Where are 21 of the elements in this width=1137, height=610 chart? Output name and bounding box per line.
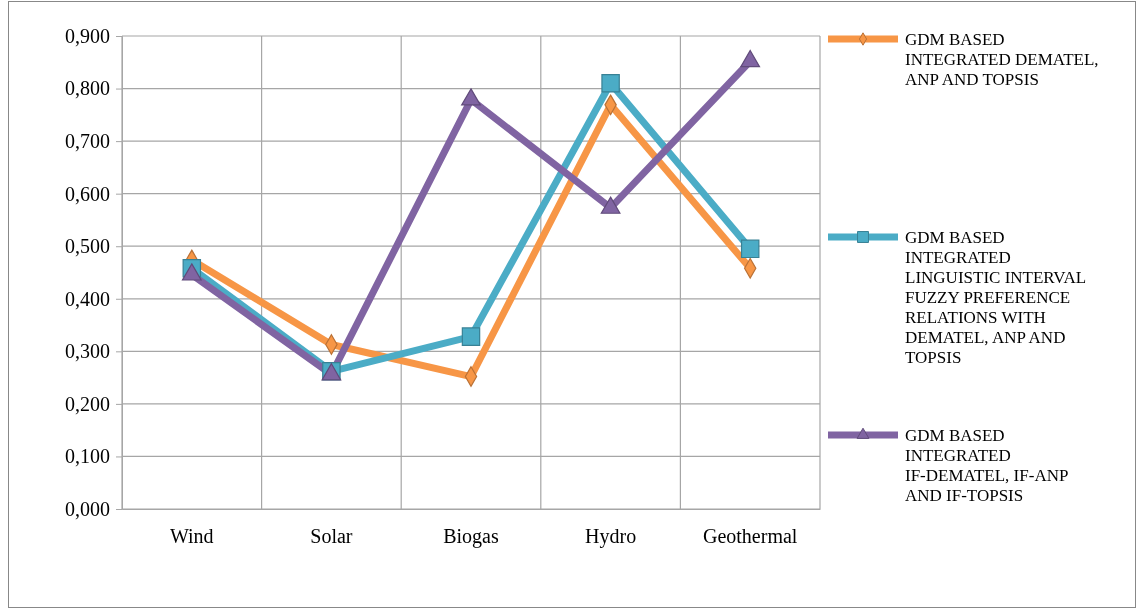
y-tick-label: 0,900 xyxy=(65,24,110,47)
legend-label: GDM BASED INTEGRATED IF-DEMATEL, IF-ANP AND IF-TOPSIS xyxy=(905,426,1069,505)
x-tick-label: Wind xyxy=(169,525,214,548)
y-tick-label: 0,800 xyxy=(65,77,110,100)
point xyxy=(461,327,481,346)
y-tick-label: 0,700 xyxy=(65,130,110,153)
y-tick-label: 0,400 xyxy=(65,287,110,310)
y-tick-label: 0,100 xyxy=(65,445,110,468)
y-tick-label: 0,500 xyxy=(65,235,110,258)
x-tick-label: Biogas xyxy=(443,525,499,549)
point xyxy=(740,239,760,259)
y-tick-label: 0,000 xyxy=(65,497,110,520)
legend-label: GDM BASED INTEGRATED LINGUISTIC INTERVAL FUZZY PREFERENCE RELATIONS WITH DEMATEL, ANP AND TOPSIS xyxy=(905,228,1087,367)
point xyxy=(601,74,620,93)
y-tick-label: 0,200 xyxy=(65,392,110,415)
x-tick-label: Hydro xyxy=(585,525,637,549)
y-tick-label: 0,300 xyxy=(65,340,110,363)
legend-label: GDM BASED INTEGRATED DEMATEL, ANP AND TOPSIS xyxy=(905,30,1099,89)
x-tick-label: Geothermal xyxy=(703,525,798,548)
x-tick-label: Solar xyxy=(310,525,353,548)
y-tick-label: 0,600 xyxy=(65,182,110,205)
